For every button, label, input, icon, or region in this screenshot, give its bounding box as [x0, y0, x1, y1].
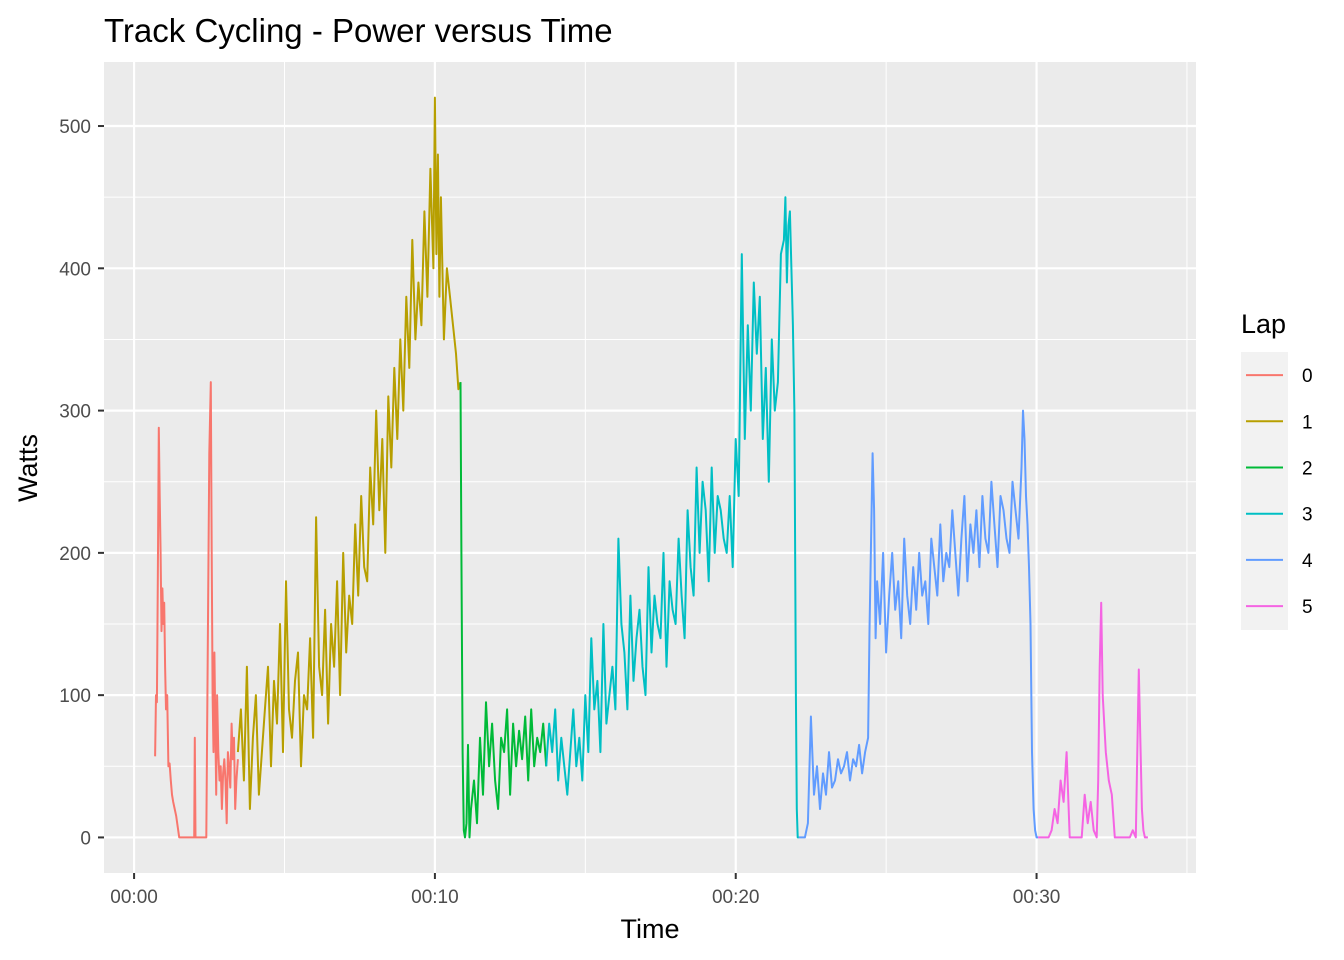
y-tick-label: 200: [59, 544, 91, 565]
chart-title: Track Cycling - Power versus Time: [104, 12, 613, 49]
series-line-lap-0: [154, 381, 239, 839]
series-line-lap-2: [459, 382, 548, 839]
legend-label-lap-5: 5: [1302, 597, 1313, 618]
legend-label-lap-4: 4: [1302, 551, 1313, 572]
series-line-lap-5: [1038, 601, 1148, 839]
y-tick-label: 100: [59, 686, 91, 707]
x-tick-label: 00:30: [1013, 887, 1061, 908]
y-axis-title: Watts: [13, 434, 43, 502]
series-lines: [154, 96, 1148, 839]
legend-key-background: [1241, 352, 1288, 630]
legend: Lap 0 1 2 3 4 5: [1241, 309, 1313, 630]
y-tick-label: 500: [59, 117, 91, 138]
y-tick-label: 400: [59, 259, 91, 280]
y-axis-ticks: 0 100 200 300 400 500: [59, 117, 104, 849]
x-axis-ticks: 00:00 00:10 00:20 00:30: [110, 873, 1060, 908]
y-tick-label: 300: [59, 402, 91, 423]
legend-label-lap-1: 1: [1302, 412, 1313, 433]
series-line-lap-4: [798, 409, 1039, 839]
legend-label-lap-0: 0: [1302, 366, 1313, 387]
x-tick-label: 00:10: [411, 887, 459, 908]
legend-label-lap-3: 3: [1302, 505, 1313, 526]
x-axis-title: Time: [621, 914, 680, 944]
series-line-lap-1: [236, 96, 462, 810]
x-tick-label: 00:00: [110, 887, 158, 908]
legend-label-lap-2: 2: [1302, 459, 1313, 480]
series-line-lap-3: [545, 196, 799, 839]
legend-title: Lap: [1241, 309, 1286, 339]
x-tick-label: 00:20: [712, 887, 760, 908]
y-tick-label: 0: [80, 828, 91, 849]
grid-major: [104, 62, 1196, 873]
